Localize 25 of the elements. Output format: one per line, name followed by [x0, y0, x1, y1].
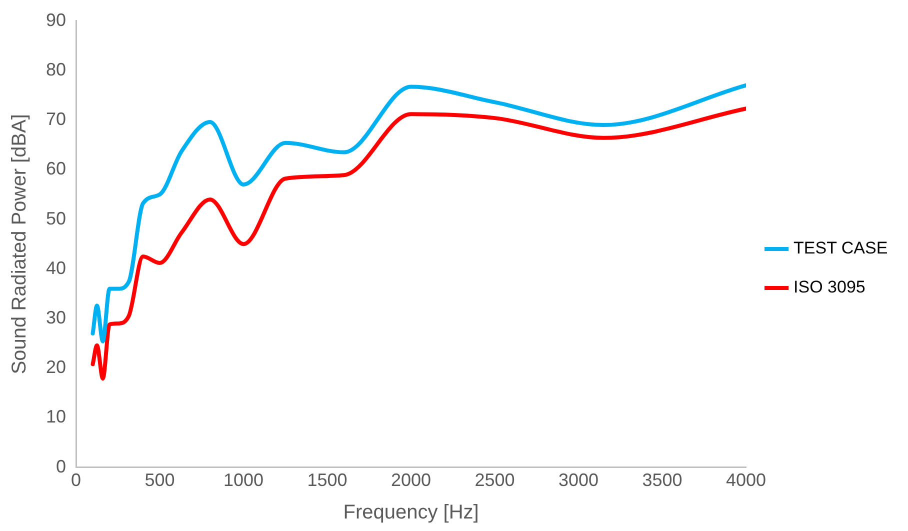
legend-label: TEST CASE: [794, 238, 888, 258]
y-tick-label: 80: [46, 59, 66, 80]
legend-label: ISO 3095: [794, 278, 866, 297]
line-series: [90, 83, 746, 344]
y-axis-title: Sound Radiated Power [dBA]: [8, 114, 31, 374]
y-tick-label: 90: [46, 10, 66, 30]
x-tick-label: 2000: [391, 470, 432, 490]
y-tick-label: 0: [56, 456, 66, 476]
x-tick-label: 0: [71, 470, 82, 490]
y-tick-label: 20: [46, 357, 66, 378]
x-tick-label: 1000: [224, 470, 264, 490]
x-tick-label: 4000: [726, 470, 766, 490]
x-tick-label: 1500: [307, 470, 348, 490]
y-tick-label: 10: [46, 406, 66, 427]
y-tick-label: 30: [46, 308, 66, 328]
x-tick-label: 2500: [474, 470, 515, 490]
line-series: [90, 106, 746, 381]
y-tick-label: 60: [46, 158, 66, 179]
x-tick-label: 3500: [642, 470, 682, 490]
y-tick-label: 40: [46, 258, 66, 278]
y-tick-label: 50: [46, 208, 66, 228]
x-axis-title: Frequency [Hz]: [343, 502, 479, 524]
y-tick-label: 70: [46, 109, 66, 130]
x-tick-label: 500: [144, 470, 175, 490]
x-tick-label: 3000: [558, 470, 599, 490]
